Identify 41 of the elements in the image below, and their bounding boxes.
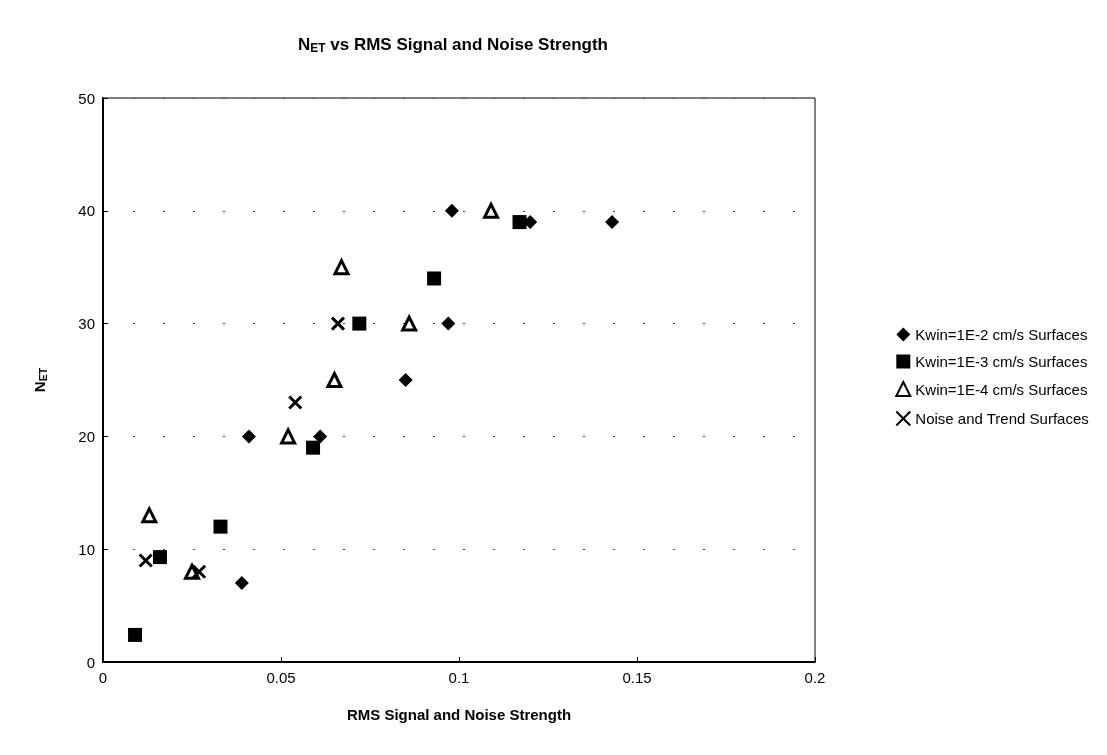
x-tick-label: 0 bbox=[98, 669, 108, 686]
point bbox=[313, 429, 328, 444]
point bbox=[330, 316, 346, 332]
point bbox=[141, 507, 158, 524]
point bbox=[326, 372, 343, 388]
point bbox=[441, 316, 456, 331]
point bbox=[333, 259, 350, 276]
point bbox=[138, 552, 154, 568]
point bbox=[213, 519, 228, 534]
point bbox=[398, 373, 413, 387]
y-tick-label: 50 bbox=[78, 89, 95, 107]
point bbox=[444, 203, 459, 218]
y-tick-label: 30 bbox=[78, 315, 95, 333]
point bbox=[287, 395, 303, 411]
x-axis-title: RMS Signal and Noise Strength bbox=[346, 706, 572, 723]
point bbox=[352, 316, 367, 331]
legend-label: Noise and Trend Surfaces bbox=[915, 410, 1089, 427]
x-tick-label: 0.2 bbox=[804, 669, 826, 686]
point bbox=[605, 215, 620, 230]
x-tick-label: 0.1 bbox=[448, 669, 470, 686]
legend-label: Kwin=1E-4 cm/s Surfaces bbox=[915, 380, 1088, 398]
y-tick-label: 10 bbox=[78, 540, 95, 558]
point bbox=[512, 215, 527, 230]
point bbox=[241, 429, 256, 444]
point bbox=[152, 550, 167, 565]
y-tick-label: 20 bbox=[78, 427, 95, 445]
point bbox=[280, 428, 297, 445]
x-tick-label: 0.05 bbox=[266, 669, 296, 686]
point bbox=[427, 271, 442, 286]
y-tick-label: 0 bbox=[86, 653, 95, 671]
legend-label: Kwin=1E-3 cm/s Surfaces bbox=[915, 353, 1088, 370]
y-axis-title: NET bbox=[31, 367, 49, 393]
point bbox=[483, 202, 500, 219]
x-tick-label: 0.15 bbox=[622, 669, 652, 686]
y-tick-label: 40 bbox=[78, 202, 95, 220]
point bbox=[400, 313, 418, 332]
legend-label: Kwin=1E-2 cm/s Surfaces bbox=[915, 326, 1088, 343]
point bbox=[234, 576, 249, 591]
point bbox=[191, 564, 207, 580]
point bbox=[128, 627, 143, 642]
point bbox=[306, 440, 321, 455]
